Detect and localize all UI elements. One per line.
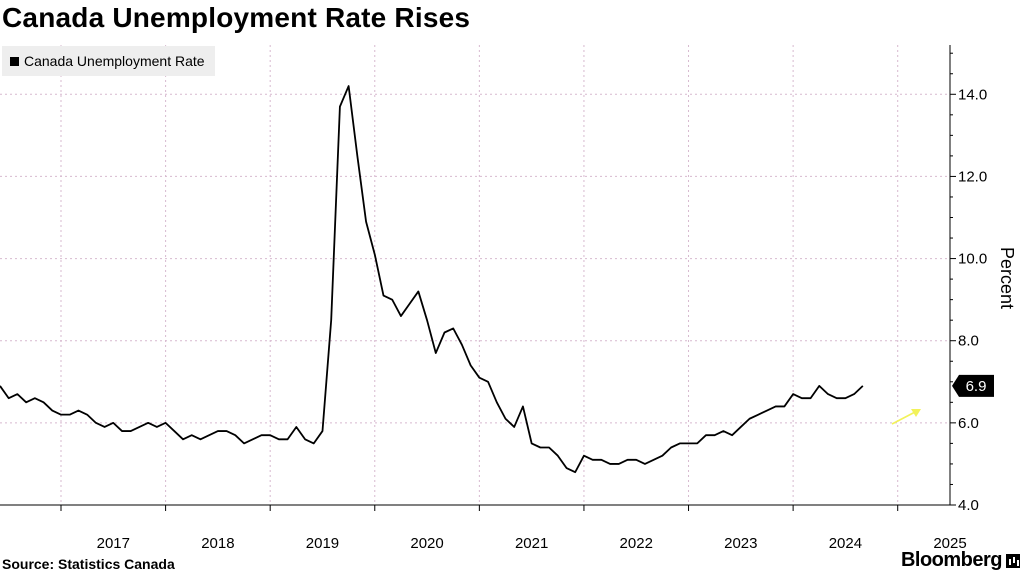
x-tick-label: 2023 xyxy=(724,535,757,552)
y-tick-label: 12.0 xyxy=(958,168,987,185)
y-tick-label: 6.0 xyxy=(958,415,979,432)
x-tick-label: 2024 xyxy=(829,535,862,552)
legend: Canada Unemployment Rate xyxy=(2,46,215,76)
y-tick-label: 8.0 xyxy=(958,333,979,350)
x-tick-label: 2021 xyxy=(515,535,548,552)
bloomberg-chart-icon xyxy=(1006,553,1020,568)
brand-name: Bloomberg xyxy=(900,549,1003,571)
x-tick-label: 2018 xyxy=(201,535,234,552)
annotation-arrow-icon xyxy=(891,410,918,425)
legend-label: Canada Unemployment Rate xyxy=(24,53,205,69)
series-line-unemployment-rate xyxy=(0,85,864,474)
last-value-callout xyxy=(952,374,994,397)
y-tick-label: 10.0 xyxy=(958,251,987,268)
x-tick-label: 2017 xyxy=(97,535,130,552)
y-axis-title: Percent xyxy=(997,247,1017,309)
y-tick-label: 4.0 xyxy=(958,497,979,514)
source-note: Source: Statistics Canada xyxy=(2,556,175,572)
legend-swatch-icon xyxy=(10,56,19,66)
x-tick-label: 2022 xyxy=(620,535,653,552)
bloomberg-logo: Bloomberg xyxy=(901,549,1020,572)
y-tick-label: 14.0 xyxy=(958,86,987,103)
annotation-arrowhead-icon xyxy=(911,409,921,417)
x-tick-label: 2025 xyxy=(933,535,966,552)
x-tick-label: 2019 xyxy=(306,535,339,552)
chart-title: Canada Unemployment Rate Rises xyxy=(2,2,471,33)
x-tick-label: 2020 xyxy=(410,535,443,552)
last-value-label: 6.9 xyxy=(966,378,987,395)
